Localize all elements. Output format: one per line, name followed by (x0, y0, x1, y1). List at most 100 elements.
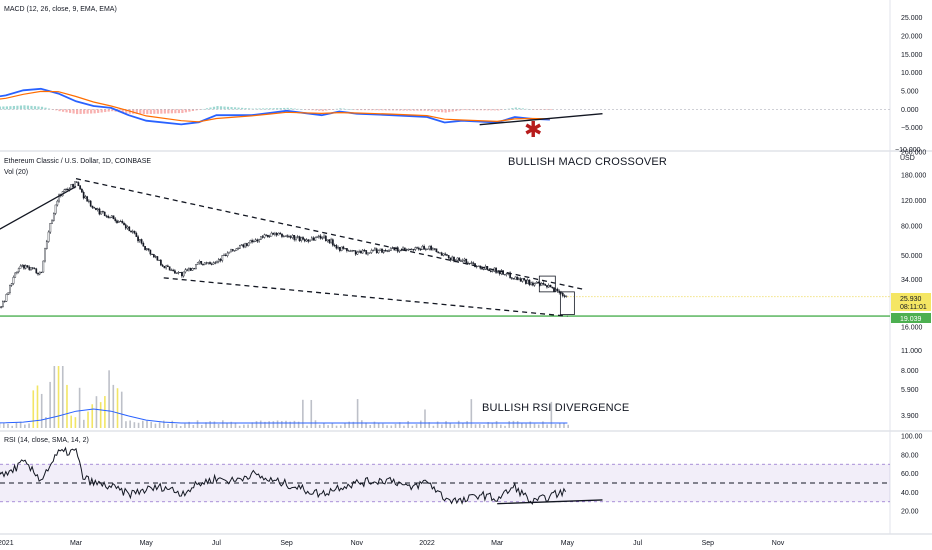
candle-body (133, 230, 136, 234)
macd-pane-title: MACD (12, 26, close, 9, EMA, EMA) (4, 6, 117, 13)
candle-body (121, 220, 124, 224)
candle-body (14, 272, 17, 278)
candle-body (356, 251, 359, 255)
volume-bar (184, 423, 186, 428)
candle-body (96, 208, 99, 210)
macd-histogram-bar (30, 105, 33, 110)
candle-body (477, 265, 480, 267)
macd-histogram-bar (181, 109, 184, 113)
rsi-band-layer (0, 463, 890, 503)
volume-bar (99, 402, 102, 428)
candle-body (138, 239, 141, 242)
volume-bar (306, 425, 308, 428)
candle-body (88, 200, 90, 202)
volume-bar (428, 422, 431, 428)
candle-body (332, 239, 334, 246)
volume-bar (318, 424, 321, 428)
volume-bar (567, 424, 569, 428)
candle-body (440, 252, 443, 256)
candle-body (300, 237, 303, 241)
star-marker-icon[interactable]: ✱ (524, 117, 542, 142)
candle-body (423, 245, 425, 250)
candle-body (361, 249, 364, 254)
macd-histogram-bar (195, 109, 198, 111)
candle-body (86, 196, 89, 202)
candle-body (184, 269, 187, 273)
price-axis-tick: 50.000 (901, 253, 923, 260)
candle-body (460, 260, 462, 262)
candle-body (147, 248, 150, 251)
candle-body (435, 248, 438, 252)
macd-histogram-bar (230, 107, 233, 110)
candle-body (518, 278, 520, 280)
volume-bar (339, 425, 342, 428)
candle-body (67, 189, 69, 191)
volume-bar (19, 421, 22, 428)
candle-body (409, 248, 411, 251)
macd-histogram-bar (349, 109, 352, 110)
volume-bar (356, 399, 359, 428)
macd-histogram-bar (156, 109, 159, 114)
candle-body (519, 278, 522, 282)
candle-body (535, 282, 538, 284)
macd-histogram-bar (265, 108, 268, 110)
candle-body (321, 237, 324, 239)
candle-body (463, 258, 466, 261)
macd-histogram-bar (328, 109, 331, 110)
macd-histogram-bar (342, 108, 345, 110)
candle-body (328, 239, 331, 243)
candle-body (145, 248, 148, 250)
macd-crossover-annotation[interactable]: BULLISH MACD CROSSOVER (508, 156, 667, 168)
candle-body (291, 235, 294, 238)
candle-body (186, 269, 189, 271)
candle-body (214, 262, 217, 264)
rsi-divergence-annotation[interactable]: BULLISH RSI DIVERGENCE (482, 402, 629, 414)
candle-body (389, 247, 392, 252)
candle-body (44, 248, 46, 262)
candle-body (47, 231, 50, 242)
candle-body (344, 248, 347, 250)
volume-bar (293, 420, 296, 428)
volume-bar (74, 417, 77, 428)
candle-body (565, 295, 568, 297)
macd-histogram-bar (546, 109, 549, 110)
macd-histogram-bar (405, 109, 409, 111)
macd-histogram-bar (226, 106, 230, 110)
currency-label: USD (900, 155, 915, 162)
volume-bar (508, 421, 511, 428)
candle-body (196, 262, 199, 265)
volume-bar (323, 423, 325, 428)
macd-histogram-bar (255, 108, 258, 110)
drawing-layer[interactable] (0, 113, 890, 505)
candle-body (116, 220, 118, 223)
time-axis-tick: 2022 (419, 540, 435, 547)
macd-histogram-bar (191, 109, 195, 112)
candle-body (189, 267, 192, 271)
candle-body (231, 249, 234, 251)
volume-bar (390, 425, 393, 428)
candle-body (95, 208, 97, 210)
macd-histogram-bar (339, 108, 342, 110)
macd-histogram-bar (356, 109, 359, 111)
macd-histogram-bar (318, 109, 321, 111)
candle-body (247, 242, 250, 246)
candle-body (9, 284, 11, 293)
candle-body (200, 261, 203, 265)
candle-body (26, 265, 29, 268)
candle-body (40, 271, 43, 273)
candle-body (75, 181, 78, 183)
volume-bar (36, 385, 39, 428)
volume-bar (255, 421, 258, 428)
candle-body (325, 235, 327, 242)
candle-body (553, 287, 555, 292)
candle-body (333, 244, 336, 246)
volume-bar (226, 422, 228, 428)
price-axis-tick: 8.000 (901, 368, 919, 375)
candle-body (84, 196, 87, 199)
candle-body (386, 250, 389, 252)
candle-body (65, 189, 67, 191)
support-price-value: 19.039 (900, 316, 922, 323)
price-axis-tick: 16.000 (901, 324, 923, 331)
candle-body (49, 223, 52, 233)
